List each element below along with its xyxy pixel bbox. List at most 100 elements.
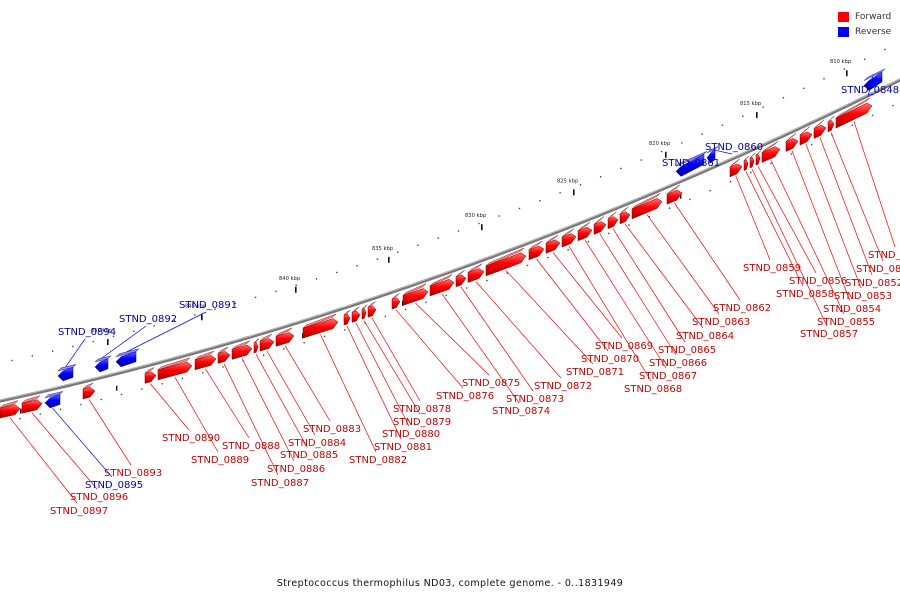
scale-tick-mark <box>107 339 109 346</box>
gene-feature-stnd-0864[interactable] <box>619 211 631 225</box>
gene-feature-stnd-0855[interactable] <box>761 146 781 163</box>
gene-label[interactable]: STND_0854 <box>823 304 881 315</box>
gene-feature-stnd-0870[interactable] <box>528 245 545 261</box>
gene-label[interactable]: STND_0862 <box>713 303 771 314</box>
gene-label[interactable]: STND_0896 <box>70 492 128 503</box>
gene-label[interactable]: STND_0870 <box>581 354 639 365</box>
gene-feature-stnd-0879[interactable] <box>361 308 367 320</box>
gene-label[interactable]: STND_0859 <box>743 263 801 274</box>
gene-label[interactable]: STND_0872 <box>534 381 592 392</box>
gene-label[interactable]: STND_0848 <box>841 85 899 96</box>
gene-feature-stnd-0891[interactable] <box>115 351 137 368</box>
gene-label[interactable]: STND_0863 <box>692 317 750 328</box>
gene-label[interactable]: STND_0871 <box>566 367 624 378</box>
gene-label[interactable]: STND_0851 <box>856 264 900 275</box>
gene-feature-stnd-0854[interactable] <box>785 138 799 152</box>
gene-label[interactable]: STND_0875 <box>462 378 520 389</box>
gene-label[interactable]: STND_0886 <box>267 464 325 475</box>
gene-label[interactable]: STND_0852 <box>845 278 900 289</box>
gene-label[interactable]: STND_0853 <box>834 291 892 302</box>
gene-feature-stnd-0889[interactable] <box>157 361 193 381</box>
gene-label[interactable]: STND_0860 <box>705 142 763 153</box>
gene-feature-stnd-0848[interactable] <box>863 71 883 91</box>
gene-feature-stnd-0850[interactable] <box>835 102 873 129</box>
gene-feature-stnd-0861[interactable] <box>675 153 705 177</box>
gene-label[interactable]: STND_0855 <box>817 317 875 328</box>
gene-feature-stnd-0868[interactable] <box>561 233 577 248</box>
gene-feature-stnd-0895[interactable] <box>44 394 61 409</box>
gene-label[interactable]: STND_0874 <box>492 406 550 417</box>
gene-feature-stnd-0860[interactable] <box>706 148 716 164</box>
gene-feature-stnd-0869[interactable] <box>545 239 561 254</box>
gene-feature-stnd-0894[interactable] <box>57 367 74 382</box>
minor-tick-dot <box>486 279 488 282</box>
gene-label[interactable]: STND_0857 <box>800 329 858 340</box>
gene-label[interactable]: STND_0894 <box>58 327 116 338</box>
gene-feature-stnd-0853[interactable] <box>799 131 813 146</box>
gene-label[interactable]: STND_0884 <box>288 438 346 449</box>
gene-feature-stnd-0866[interactable] <box>593 221 607 235</box>
gene-label[interactable]: STND_0858 <box>776 289 834 300</box>
gene-label[interactable]: STND_0861 <box>662 158 720 169</box>
gene-feature-stnd-0884[interactable] <box>259 338 275 352</box>
gene-label[interactable]: STND_0868 <box>624 384 682 395</box>
gene-label[interactable]: STND_0878 <box>393 404 451 415</box>
gene-feature-stnd-0881[interactable] <box>343 313 351 326</box>
gene-label[interactable]: STND_0881 <box>374 442 432 453</box>
gene-feature-stnd-0863[interactable] <box>631 198 663 220</box>
gene-label[interactable]: STND_0866 <box>649 358 707 369</box>
gene-feature-stnd-0897[interactable] <box>0 404 21 419</box>
minor-tick-dot <box>376 258 379 260</box>
gene-feature-stnd-0874[interactable] <box>429 279 455 297</box>
gene-feature-stnd-0892[interactable] <box>94 358 109 373</box>
gene-feature-stnd-0888[interactable] <box>194 355 217 371</box>
gene-label[interactable]: STND_0882 <box>349 455 407 466</box>
gene-feature-stnd-0859[interactable] <box>729 163 743 178</box>
gene-feature-stnd-0871[interactable] <box>485 252 527 277</box>
gene-label[interactable]: STND_0864 <box>676 331 734 342</box>
gene-feature-stnd-0856[interactable] <box>755 153 761 166</box>
gene-label[interactable]: STND_0888 <box>222 441 280 452</box>
gene-label[interactable]: STND_0873 <box>506 394 564 405</box>
gene-label[interactable]: STND_0865 <box>658 345 716 356</box>
gene-feature-stnd-0876[interactable] <box>391 297 401 310</box>
gene-label[interactable]: STND_0890 <box>162 433 220 444</box>
minor-tick-dot <box>518 207 521 210</box>
gene-label[interactable]: STND_0887 <box>251 478 309 489</box>
gene-feature-stnd-0852[interactable] <box>813 124 827 139</box>
gene-label[interactable]: STND_0889 <box>191 455 249 466</box>
gene-feature-stnd-0865[interactable] <box>607 216 619 230</box>
gene-feature-stnd-0880[interactable] <box>351 310 361 323</box>
gene-feature-stnd-0887[interactable] <box>217 351 231 364</box>
gene-feature-stnd-0896[interactable] <box>21 399 43 414</box>
gene-feature-stnd-0851[interactable] <box>827 119 835 133</box>
gene-label[interactable]: STND_0856 <box>789 276 847 287</box>
gene-label[interactable]: STND_0895 <box>85 480 143 491</box>
gene-feature-stnd-0873[interactable] <box>455 274 467 288</box>
gene-label[interactable]: STND_0850 <box>868 250 900 261</box>
gene-feature-stnd-0875[interactable] <box>402 288 429 306</box>
gene-label[interactable]: STND_0897 <box>50 506 108 517</box>
gene-label[interactable]: STND_0892 <box>119 314 177 325</box>
gene-feature-stnd-0867[interactable] <box>577 226 593 242</box>
gene-label[interactable]: STND_0867 <box>639 371 697 382</box>
gene-label[interactable]: STND_0880 <box>382 429 440 440</box>
gene-feature-stnd-0885[interactable] <box>253 342 259 354</box>
gene-feature-stnd-0872[interactable] <box>467 268 485 283</box>
gene-label[interactable]: STND_0883 <box>303 424 361 435</box>
gene-label[interactable]: STND_0885 <box>280 450 338 461</box>
gene-label[interactable]: STND_0876 <box>436 391 494 402</box>
gene-feature-stnd-0883[interactable] <box>275 332 295 347</box>
gene-feature-stnd-0882[interactable] <box>302 318 339 339</box>
gene-feature-stnd-0857[interactable] <box>749 156 755 169</box>
gene-feature-stnd-0878[interactable] <box>367 305 377 318</box>
gene-feature-stnd-0862[interactable] <box>666 189 683 205</box>
gene-feature-stnd-0886[interactable] <box>231 344 253 360</box>
gene-label[interactable]: STND_0869 <box>595 341 653 352</box>
gene-label[interactable]: STND_0893 <box>104 468 162 479</box>
gene-feature-stnd-0858[interactable] <box>743 159 749 171</box>
gene-label[interactable]: STND_0879 <box>393 417 451 428</box>
gene-feature-stnd-0893[interactable] <box>82 386 96 400</box>
gene-label[interactable]: STND_0891 <box>179 300 237 311</box>
gene-feature-stnd-0890[interactable] <box>144 371 157 384</box>
